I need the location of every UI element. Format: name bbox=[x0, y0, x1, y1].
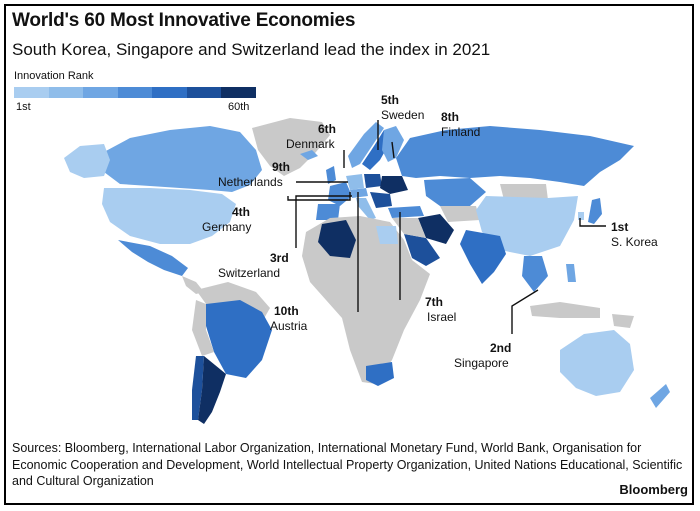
callout-germany: 4th Germany bbox=[202, 205, 251, 234]
leader-line-singapore bbox=[511, 289, 539, 334]
callout-rank-netherlands: 9th bbox=[272, 160, 290, 174]
callout-rank-sweden: 5th bbox=[381, 93, 399, 107]
legend-color-scale bbox=[14, 87, 257, 98]
poland bbox=[364, 174, 382, 188]
legend-title: Innovation Rank bbox=[14, 70, 94, 82]
romania-balkans bbox=[370, 192, 392, 208]
mongolia bbox=[500, 184, 548, 200]
callout-country-austria: Austria bbox=[270, 319, 308, 333]
southeast-asia bbox=[522, 256, 548, 292]
callout-country-israel: Israel bbox=[427, 310, 456, 324]
callout-netherlands: 9th Netherlands bbox=[218, 160, 290, 189]
legend-swatch-7 bbox=[221, 87, 257, 98]
callout-country-switzerland: Switzerland bbox=[218, 266, 280, 280]
papua bbox=[612, 314, 634, 328]
legend-swatch-1 bbox=[14, 87, 49, 98]
sources-note: Sources: Bloomberg, International Labor … bbox=[12, 441, 683, 488]
egypt bbox=[376, 226, 398, 244]
kazakhstan bbox=[424, 178, 486, 206]
callout-rank-denmark: 6th bbox=[318, 122, 336, 136]
callout-rank-germany: 4th bbox=[232, 205, 250, 219]
chart-title: World's 60 Most Innovative Economies bbox=[12, 10, 356, 31]
germany bbox=[346, 174, 364, 190]
leader-line-finland bbox=[391, 141, 395, 159]
bloomberg-logo: Bloomberg bbox=[619, 482, 688, 497]
brazil bbox=[206, 300, 272, 378]
finland bbox=[382, 126, 404, 162]
africa bbox=[302, 216, 430, 384]
callout-switzerland: 3rd Switzerland bbox=[218, 251, 289, 280]
south-africa bbox=[366, 362, 394, 386]
legend-swatch-5 bbox=[152, 87, 187, 98]
japan bbox=[588, 198, 602, 224]
callout-austria: 10th Austria bbox=[270, 304, 308, 333]
callout-country-germany: Germany bbox=[202, 220, 251, 234]
ukraine bbox=[380, 176, 408, 194]
callout-rank-singapore: 2nd bbox=[490, 341, 511, 355]
iran bbox=[418, 214, 454, 244]
alaska bbox=[64, 144, 110, 178]
legend-swatch-2 bbox=[48, 87, 84, 98]
mexico bbox=[118, 240, 188, 276]
italy bbox=[356, 198, 376, 220]
central-asia bbox=[440, 206, 480, 222]
turkey bbox=[388, 206, 424, 218]
legend-high-label: 60th bbox=[228, 101, 250, 113]
united-kingdom bbox=[326, 166, 336, 184]
indonesia bbox=[530, 302, 600, 318]
legend-swatch-3 bbox=[83, 87, 118, 98]
philippines bbox=[566, 264, 576, 282]
callout-rank-israel: 7th bbox=[425, 295, 443, 309]
callout-country-finland: Finland bbox=[441, 125, 480, 139]
callout-country-singapore: Singapore bbox=[454, 356, 509, 370]
legend-swatch-6 bbox=[186, 87, 222, 98]
argentina bbox=[198, 356, 226, 424]
leader-lines bbox=[287, 120, 606, 334]
chart-subtitle: South Korea, Singapore and Switzerland l… bbox=[12, 40, 491, 59]
australia bbox=[560, 330, 634, 396]
france bbox=[328, 182, 352, 206]
callout-country-s-korea: S. Korea bbox=[611, 235, 658, 249]
algeria bbox=[318, 220, 356, 258]
chile bbox=[192, 356, 204, 420]
norway bbox=[348, 122, 384, 168]
new-zealand bbox=[650, 384, 670, 408]
callout-rank-finland: 8th bbox=[441, 110, 459, 124]
callout-rank-s-korea: 1st bbox=[611, 220, 628, 234]
callout-israel: 7th Israel bbox=[425, 295, 456, 324]
callout-rank-austria: 10th bbox=[274, 304, 299, 318]
callout-country-netherlands: Netherlands bbox=[218, 175, 283, 189]
canada bbox=[104, 126, 262, 192]
saudi-arabia bbox=[404, 234, 440, 266]
leader-line-switzerland bbox=[295, 195, 352, 248]
callout-country-denmark: Denmark bbox=[286, 137, 336, 151]
south-korea bbox=[578, 212, 584, 220]
peru-bolivia bbox=[192, 300, 214, 356]
callout-s-korea: 1st S. Korea bbox=[611, 220, 658, 249]
callout-country-sweden: Sweden bbox=[381, 108, 424, 122]
callout-denmark: 6th Denmark bbox=[286, 122, 336, 151]
austria-switzerland bbox=[350, 188, 368, 198]
united-states bbox=[102, 188, 236, 244]
spain bbox=[316, 204, 340, 220]
russia bbox=[396, 126, 634, 186]
callout-finland: 8th Finland bbox=[441, 110, 480, 139]
legend-swatch-4 bbox=[117, 87, 153, 98]
legend-low-label: 1st bbox=[16, 101, 31, 113]
iceland bbox=[300, 150, 318, 160]
greenland bbox=[252, 118, 330, 176]
callout-rank-switzerland: 3rd bbox=[270, 251, 289, 265]
callout-singapore: 2nd Singapore bbox=[454, 341, 511, 370]
leader-line-south-korea bbox=[579, 218, 606, 227]
callout-sweden: 5th Sweden bbox=[381, 93, 424, 122]
india bbox=[460, 230, 506, 284]
